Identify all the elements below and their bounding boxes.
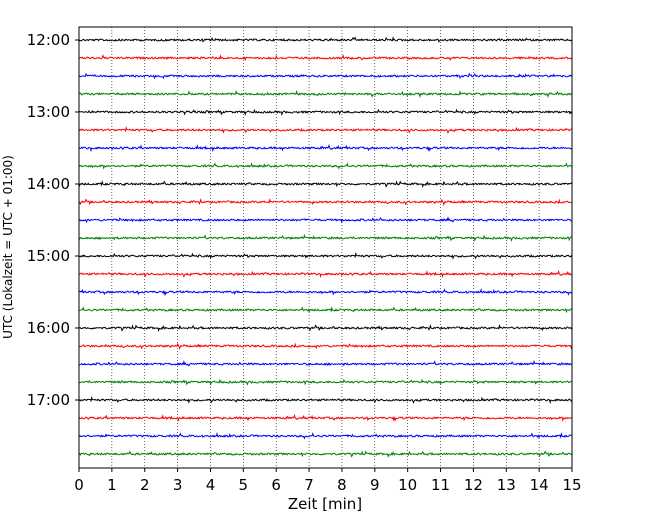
trace-1545 [79,306,573,314]
trace-1500 [79,251,573,260]
x-tick-label: 1 [107,476,117,494]
trace-1200 [78,36,573,43]
x-tick-label: 10 [398,476,417,494]
y-tick-label: 17:00 [27,391,70,409]
y-axis-ticks: 12:00 13:00 14:00 15:00 16:00 17:00 [27,31,79,409]
trace-1715 [78,413,573,423]
trace-1230 [78,72,573,80]
trace-1600 [78,323,573,333]
x-tick-label: 6 [271,476,281,494]
y-tick-label: 14:00 [27,175,70,193]
x-axis-ticks: 0 1 2 3 4 5 6 7 8 9 10 11 12 13 14 15 [74,468,582,494]
trace-1430 [78,216,572,224]
x-tick-label: 15 [562,476,581,494]
trace-1245 [78,89,573,99]
trace-1345 [78,162,573,170]
trace-1730 [78,432,573,440]
x-tick-label: 4 [206,476,216,494]
trace-1300 [78,108,573,116]
trace-1745 [78,450,573,459]
trace-1630 [78,359,573,367]
trace-1645 [78,378,573,386]
y-tick-label: 16:00 [27,319,70,337]
trace-1400 [78,180,573,189]
x-tick-label: 13 [497,476,516,494]
x-tick-label: 0 [74,476,84,494]
trace-1445 [78,233,572,242]
trace-1215 [78,53,573,62]
y-tick-label: 13:00 [27,103,70,121]
x-tick-label: 7 [304,476,314,494]
y-tick-label: 12:00 [27,31,70,49]
trace-1415 [78,197,573,207]
x-axis-title: Zeit [min] [288,495,362,513]
x-tick-label: 11 [431,476,450,494]
x-tick-label: 3 [173,476,183,494]
x-tick-label: 2 [140,476,150,494]
x-tick-label: 14 [530,476,549,494]
trace-1530 [78,288,573,296]
y-axis-title: UTC (Lokalzeit = UTC + 01:00) [1,155,15,339]
x-tick-label: 5 [239,476,249,494]
seismogram-traces [78,36,573,459]
x-tick-label: 8 [337,476,347,494]
x-tick-label: 9 [370,476,380,494]
trace-1330 [78,143,573,153]
trace-1315 [78,125,572,134]
trace-1515 [78,269,573,279]
trace-1700 [78,395,573,405]
x-tick-label: 12 [464,476,483,494]
trace-1615 [78,342,573,351]
y-tick-label: 15:00 [27,247,70,265]
plot-frame [78,26,573,469]
